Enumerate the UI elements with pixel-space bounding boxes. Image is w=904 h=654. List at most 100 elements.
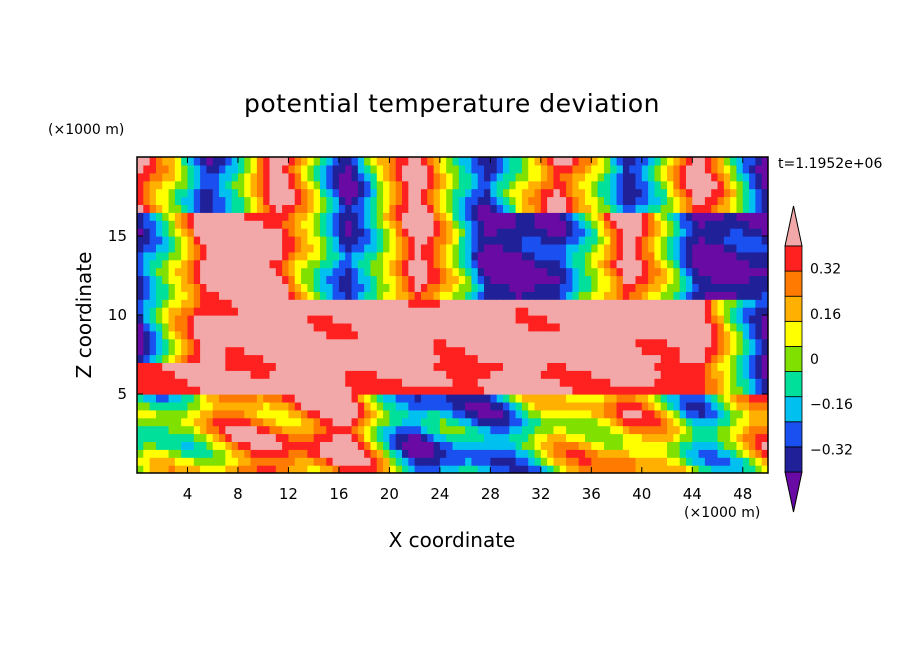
contour-cell bbox=[294, 378, 302, 387]
contour-cell bbox=[471, 236, 479, 245]
contour-cell bbox=[452, 362, 460, 371]
contour-cell bbox=[749, 204, 756, 213]
contour-cell bbox=[749, 457, 756, 466]
contour-cell bbox=[383, 164, 390, 174]
contour-cell bbox=[654, 267, 662, 277]
contour-cell bbox=[610, 228, 618, 237]
contour-cell bbox=[704, 441, 712, 450]
contour-cell bbox=[610, 433, 618, 442]
contour-cell bbox=[433, 220, 441, 229]
contour-cell bbox=[282, 417, 290, 427]
contour-cell bbox=[225, 354, 233, 363]
contour-cell bbox=[206, 315, 214, 324]
contour-cell bbox=[641, 401, 649, 411]
contour-cell bbox=[496, 157, 504, 166]
contour-cell bbox=[395, 457, 403, 466]
contour-cell bbox=[149, 322, 157, 332]
contour-cell bbox=[597, 172, 605, 182]
contour-cell bbox=[219, 307, 226, 316]
contour-cell bbox=[648, 354, 656, 363]
contour-cell bbox=[534, 220, 542, 229]
contour-cell bbox=[660, 180, 668, 190]
contour-cell bbox=[301, 386, 308, 395]
contour-cell bbox=[685, 315, 693, 324]
contour-cell bbox=[351, 449, 359, 458]
contour-cell bbox=[730, 188, 738, 198]
contour-cell bbox=[648, 386, 656, 395]
contour-cell bbox=[269, 157, 277, 166]
contour-cell bbox=[307, 370, 315, 379]
contour-cell bbox=[484, 401, 491, 411]
contour-cell bbox=[319, 362, 327, 371]
contour-cell bbox=[566, 370, 573, 379]
contour-cell bbox=[597, 370, 605, 379]
contour-cell bbox=[654, 370, 662, 379]
contour-cell bbox=[572, 204, 580, 213]
contour-cell bbox=[250, 370, 258, 379]
contour-cell bbox=[540, 228, 548, 237]
contour-cell bbox=[477, 164, 485, 174]
contour-cell bbox=[761, 243, 768, 253]
contour-cell bbox=[635, 172, 643, 182]
contour-cell bbox=[528, 228, 536, 237]
contour-cell bbox=[540, 409, 548, 419]
contour-cell bbox=[326, 322, 334, 332]
contour-cell bbox=[206, 267, 214, 277]
contour-cell bbox=[307, 457, 315, 466]
contour-cell bbox=[395, 220, 403, 229]
contour-cell bbox=[465, 228, 473, 237]
contour-cell bbox=[597, 236, 605, 245]
contour-cell bbox=[484, 164, 491, 174]
contour-cell bbox=[288, 299, 296, 308]
contour-cell bbox=[667, 228, 674, 237]
contour-cell bbox=[206, 236, 214, 245]
contour-cell bbox=[540, 465, 548, 473]
contour-cell bbox=[301, 307, 308, 316]
contour-cell bbox=[174, 164, 182, 174]
contour-cell bbox=[326, 275, 334, 284]
contour-cell bbox=[654, 196, 662, 205]
contour-cell bbox=[402, 157, 409, 166]
contour-cell bbox=[383, 433, 390, 442]
contour-cell bbox=[578, 315, 586, 324]
contour-cell bbox=[622, 196, 630, 205]
contour-cell bbox=[206, 196, 214, 205]
contour-cell bbox=[540, 180, 548, 190]
contour-cell bbox=[452, 180, 460, 190]
contour-cell bbox=[307, 307, 315, 316]
contour-cell bbox=[225, 362, 233, 371]
contour-cell bbox=[490, 307, 498, 316]
contour-cell bbox=[439, 362, 447, 371]
contour-cell bbox=[704, 157, 712, 166]
contour-cell bbox=[143, 417, 151, 427]
contour-cell bbox=[572, 346, 580, 356]
contour-cell bbox=[219, 251, 226, 261]
contour-cell bbox=[698, 307, 706, 316]
contour-cell bbox=[490, 354, 498, 363]
contour-cell bbox=[730, 299, 738, 308]
contour-cell bbox=[761, 259, 768, 269]
contour-cell bbox=[149, 299, 157, 308]
contour-cell bbox=[414, 449, 422, 458]
contour-cell bbox=[231, 378, 239, 387]
contour-cell bbox=[231, 243, 239, 253]
contour-cell bbox=[383, 386, 390, 395]
contour-cell bbox=[610, 180, 618, 190]
contour-cell bbox=[761, 378, 768, 387]
contour-cell bbox=[326, 315, 334, 324]
contour-cell bbox=[736, 378, 744, 387]
contour-cell bbox=[294, 346, 302, 356]
contour-cell bbox=[263, 275, 271, 284]
contour-cell bbox=[446, 307, 454, 316]
contour-cell bbox=[219, 299, 226, 308]
contour-cell bbox=[717, 299, 725, 308]
contour-cell bbox=[137, 401, 144, 411]
contour-cell bbox=[181, 212, 189, 221]
contour-cell bbox=[250, 417, 258, 427]
contour-cell bbox=[635, 164, 643, 174]
x-tick-label: 28 bbox=[481, 485, 500, 503]
contour-cell bbox=[641, 322, 649, 332]
contour-cell bbox=[610, 409, 618, 419]
contour-cell bbox=[307, 362, 315, 371]
contour-cell bbox=[591, 291, 599, 300]
